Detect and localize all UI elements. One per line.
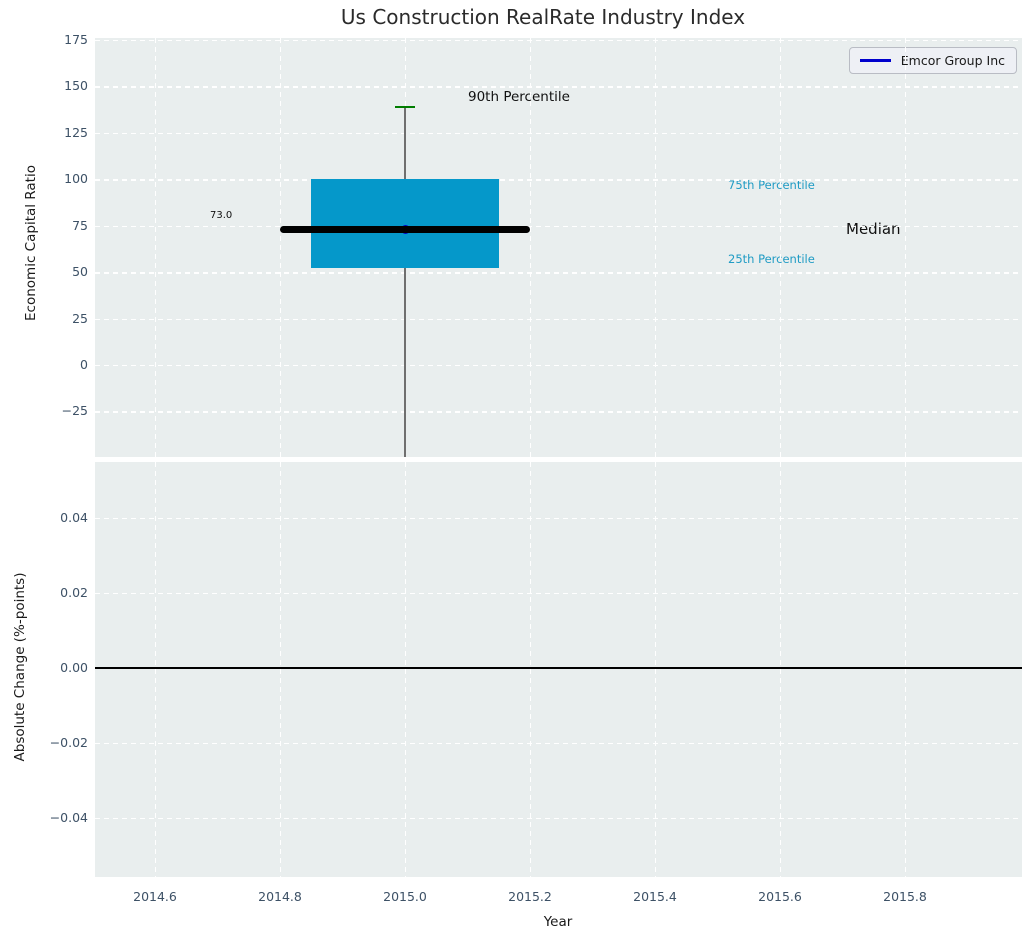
annotation-25th-percentile: 25th Percentile	[728, 252, 815, 266]
boxplot-whisker	[404, 106, 406, 457]
legend-label: Emcor Group Inc	[900, 53, 1005, 68]
y-tick-label: 0.04	[60, 510, 88, 525]
x-tick-label: 2015.2	[508, 889, 552, 904]
gridline-horizontal	[95, 593, 1022, 595]
gridline-horizontal	[95, 179, 1022, 181]
gridline-horizontal	[95, 225, 1022, 228]
gridline-vertical	[155, 38, 157, 457]
y-tick-label: −0.04	[49, 810, 88, 825]
y-tick-label: 75	[72, 217, 88, 233]
x-tick-label: 2014.6	[133, 889, 177, 904]
gridline-horizontal	[95, 743, 1022, 745]
y-tick-label: −0.02	[49, 735, 88, 750]
annotation-90th-percentile: 90th Percentile	[468, 89, 570, 105]
gridline-vertical	[905, 462, 907, 877]
annotation-median-value: 73.0	[210, 210, 233, 221]
y-tick-label: 0	[80, 357, 88, 372]
gridline-horizontal	[95, 272, 1022, 274]
y-tick-label: 175	[64, 31, 88, 47]
y-tick-label: 150	[64, 78, 88, 94]
x-axis-label: Year	[543, 914, 573, 930]
gridline-horizontal	[95, 39, 1022, 42]
gridline-horizontal	[95, 318, 1022, 320]
gridline-vertical	[530, 462, 532, 877]
y-tick-label: −25	[61, 403, 88, 419]
y-tick-label: 0.00	[60, 660, 88, 675]
y-tick-label: 125	[64, 124, 88, 140]
x-tick-label: 2015.0	[383, 889, 427, 904]
legend-line-sample	[859, 59, 891, 62]
gridline-horizontal	[95, 86, 1022, 88]
x-tick-label: 2015.6	[758, 889, 802, 904]
gridline-vertical	[280, 462, 282, 877]
x-tick-label: 2015.4	[633, 889, 677, 904]
boxplot-median-line	[280, 225, 530, 233]
annotation-median: Median	[846, 220, 901, 238]
gridline-vertical	[780, 38, 782, 457]
y-tick-label: 0.02	[60, 585, 88, 600]
gridline-vertical	[780, 462, 782, 877]
gridline-vertical	[655, 462, 657, 877]
gridline-vertical	[280, 38, 282, 457]
top-subplot: 90th Percentile 73.0 75th Percentile Med…	[95, 38, 1022, 457]
gridline-horizontal	[95, 365, 1022, 367]
gridline-horizontal	[95, 518, 1022, 520]
boxplot-box	[311, 179, 499, 269]
chart-title: Us Construction RealRate Industry Index	[340, 5, 746, 29]
gridline-vertical	[530, 38, 532, 457]
x-tick-label: 2015.8	[883, 889, 927, 904]
boxplot-90th-cap	[395, 105, 415, 109]
gridline-vertical	[655, 38, 657, 457]
gridline-vertical	[155, 462, 157, 877]
x-tick-label: 2014.8	[258, 889, 302, 904]
bottom-subplot	[95, 462, 1022, 877]
y-tick-label: 100	[64, 171, 88, 187]
gridline-vertical	[905, 38, 907, 457]
zero-line	[95, 667, 1022, 669]
top-y-axis-label: Economic Capital Ratio	[23, 165, 39, 321]
legend: Emcor Group Inc	[848, 47, 1017, 74]
gridline-horizontal	[95, 411, 1022, 413]
annotation-75th-percentile: 75th Percentile	[728, 178, 815, 192]
gridline-horizontal	[95, 818, 1022, 820]
y-tick-label: 50	[72, 264, 88, 280]
gridline-horizontal	[95, 132, 1022, 135]
gridline-vertical	[405, 462, 407, 877]
y-tick-label: 25	[72, 310, 88, 326]
